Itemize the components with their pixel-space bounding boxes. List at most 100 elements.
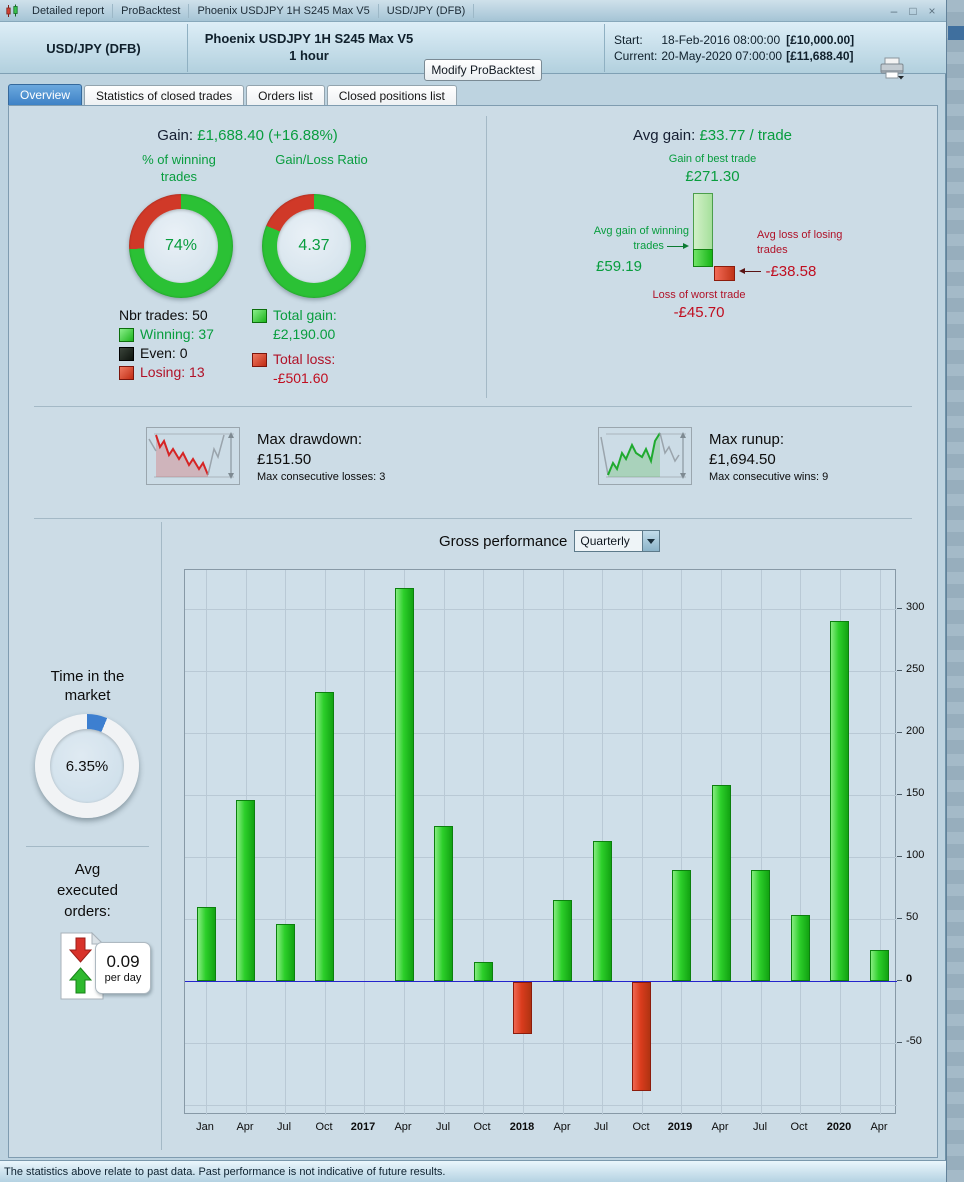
gain-value: £1,688.40 (+16.88%) xyxy=(197,127,338,144)
avg-win-bar xyxy=(693,249,713,267)
close-icon[interactable]: × xyxy=(928,3,936,18)
avg-loss-bar xyxy=(714,266,735,281)
gridline-h xyxy=(185,1105,897,1106)
gain-summary: Gain: £1,688.40 (+16.88%) xyxy=(9,127,486,144)
x-tick-label: 2020 xyxy=(826,1121,852,1133)
bar-Jul xyxy=(434,826,453,981)
y-tick-label: 100 xyxy=(906,849,925,861)
tab-orders-list[interactable]: Orders list xyxy=(246,85,325,105)
x-tick-label: Oct xyxy=(632,1121,650,1133)
period-dropdown[interactable]: Quarterly xyxy=(574,530,661,552)
gridline-h xyxy=(185,795,897,796)
bar-Jan xyxy=(197,907,216,981)
minimize-icon[interactable]: – xyxy=(890,3,898,18)
winning-trades-header-line2: trades xyxy=(160,169,198,184)
header-divider xyxy=(604,24,605,72)
gridline-v xyxy=(206,570,207,1115)
avg-orders-value: 0.09 xyxy=(106,952,140,971)
y-tick-label: -50 xyxy=(906,1035,922,1047)
gain-label: Gain: xyxy=(157,127,194,144)
overview-panel: Gain: £1,688.40 (+16.88%) % of winning t… xyxy=(8,105,938,1158)
avg-loss-value: -£38.58 xyxy=(765,263,817,280)
y-tick-label: 150 xyxy=(906,787,925,799)
x-tick-label: Apr xyxy=(394,1121,412,1133)
gain-loss-ratio-value: 4.37 xyxy=(298,237,330,254)
gridline-h xyxy=(185,857,897,858)
title-segment: ProBacktest xyxy=(113,3,190,18)
nbr-trades: Nbr trades: 50 xyxy=(119,307,208,323)
gross-performance-row: Gross performance Quarterly xyxy=(439,530,661,552)
start-datetime: 18-Feb-2016 08:00:00 xyxy=(661,33,781,47)
gridline-v xyxy=(880,570,881,1115)
window-controls: – □ × xyxy=(888,4,946,18)
avg-win-value: £59.19 xyxy=(596,258,642,275)
y-tick xyxy=(897,608,902,609)
gridline-v xyxy=(642,570,643,1115)
mini-separator xyxy=(26,846,149,847)
chevron-down-icon[interactable] xyxy=(642,531,660,551)
max-drawdown-block: Max drawdown: £151.50 Max consecutive lo… xyxy=(257,431,385,483)
total-gain-value: £2,190.00 xyxy=(273,326,336,342)
x-tick-label: Oct xyxy=(473,1121,491,1133)
gridline-v xyxy=(563,570,564,1115)
bar-Jul xyxy=(276,924,295,981)
modify-probacktest-button[interactable]: Modify ProBacktest xyxy=(424,59,542,81)
even-swatch xyxy=(119,346,134,361)
worst-trade-value: -£45.70 xyxy=(673,304,725,321)
bar-2018 xyxy=(513,982,532,1034)
time-in-market-label: Time in the market xyxy=(26,667,149,705)
total-loss-swatch xyxy=(252,352,267,367)
max-consecutive-losses: Max consecutive losses: 3 xyxy=(257,471,386,483)
worst-trade-label: Loss of worst trade xyxy=(652,289,746,301)
arrow-left-icon xyxy=(739,267,761,276)
time-in-market-value: 6.35% xyxy=(65,757,109,775)
gridline-v xyxy=(800,570,801,1115)
instrument-name: USD/JPY (DFB) xyxy=(46,40,141,56)
x-tick-label: Oct xyxy=(315,1121,333,1133)
gridline-h xyxy=(185,1043,897,1044)
losing-count: Losing: 13 xyxy=(140,364,205,380)
y-tick-label: 300 xyxy=(906,601,925,613)
avg-gain-label: Avg gain: xyxy=(632,127,696,144)
tab-statistics-of-closed-trades[interactable]: Statistics of closed trades xyxy=(84,85,245,105)
winning-trades-header: % of winning trades xyxy=(104,151,254,185)
system-name: Phoenix USDJPY 1H S245 Max V5 1 hour xyxy=(195,30,423,64)
x-tick-label: Jul xyxy=(752,1121,768,1133)
system-timeframe: 1 hour xyxy=(289,48,329,63)
period-selected-value: Quarterly xyxy=(580,534,630,548)
title-segment: Detailed report xyxy=(24,3,114,18)
tab-closed-positions-list[interactable]: Closed positions list xyxy=(326,85,457,105)
winning-percentage-value: 74% xyxy=(164,237,198,254)
header-divider xyxy=(187,24,188,72)
time-in-market-label-line1: Time in the xyxy=(50,668,125,685)
drawdown-sparkline-icon xyxy=(146,427,240,485)
best-trade-value: £271.30 xyxy=(685,168,740,185)
y-tick xyxy=(897,670,902,671)
background-app-strip xyxy=(946,0,964,1182)
section-separator xyxy=(34,518,912,519)
y-tick xyxy=(897,856,902,857)
orders-page-icon xyxy=(60,931,105,1000)
bar-Apr xyxy=(236,800,255,981)
legend-total-loss: Total loss: xyxy=(252,350,392,369)
legend-total-gain: Total gain: xyxy=(252,306,392,325)
bar-Apr xyxy=(870,950,889,981)
totals-legend: Total gain: £2,190.00 Total loss: -£501.… xyxy=(252,306,392,388)
bar-Jul xyxy=(751,870,770,981)
bar-2020 xyxy=(830,621,849,981)
tab-overview[interactable]: Overview xyxy=(8,84,83,105)
y-tick xyxy=(897,794,902,795)
avg-win-label: Avg gain of winning trades xyxy=(489,224,689,254)
avg-loss-label: Avg loss of losing trades xyxy=(757,228,877,258)
avg-loss-label-line1: Avg loss of losing xyxy=(757,229,843,241)
print-icon[interactable] xyxy=(878,57,906,81)
gridline-h xyxy=(185,609,897,610)
avg-gain-summary: Avg gain: £33.77 / trade xyxy=(486,127,939,144)
trades-legend: Nbr trades: 50 Winning: 37 Even: 0 Losin… xyxy=(119,306,254,382)
maximize-icon[interactable]: □ xyxy=(909,3,917,18)
x-tick-label: Oct xyxy=(790,1121,808,1133)
y-tick-label: 0 xyxy=(906,973,913,985)
y-tick xyxy=(897,980,902,981)
